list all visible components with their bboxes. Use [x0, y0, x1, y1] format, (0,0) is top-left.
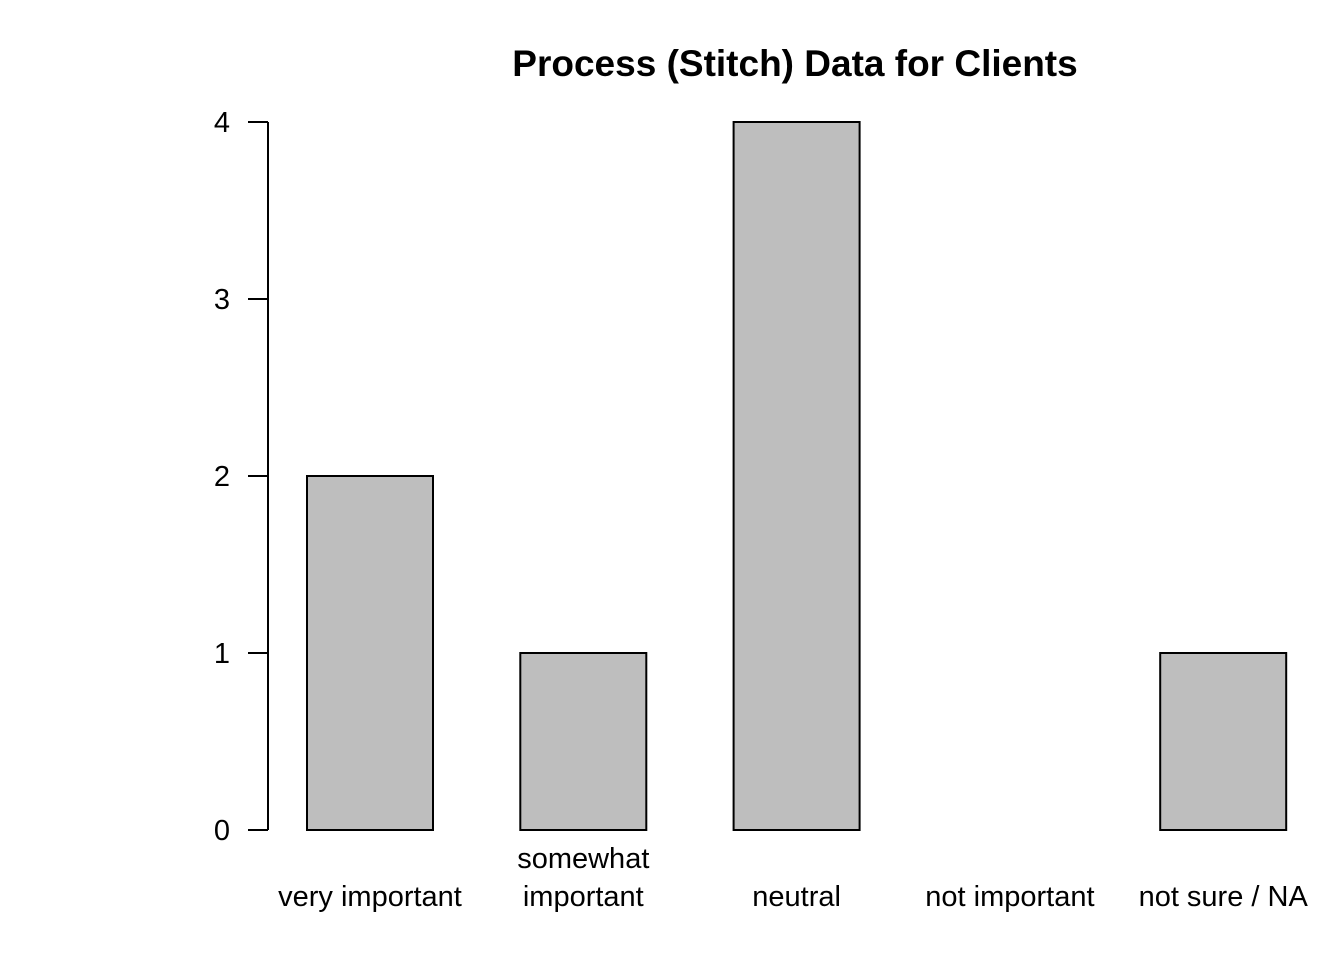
x-category-label: neutral — [752, 881, 841, 913]
category-labels: very important somewhat important neutral no… — [278, 843, 1308, 913]
bar — [519, 652, 648, 831]
y-tick-label: 1 — [214, 638, 230, 670]
x-category-label: somewhat — [517, 843, 649, 875]
x-category-label: very important — [278, 881, 462, 913]
y-tick-label: 0 — [214, 815, 230, 847]
x-category-label: not sure / NA — [1139, 881, 1309, 913]
x-category-label: important — [523, 881, 644, 913]
y-axis: 0 1 2 3 4 — [214, 107, 269, 847]
y-tick-label: 4 — [214, 107, 230, 139]
bars-group — [306, 121, 1288, 831]
y-tick-label: 3 — [214, 284, 230, 316]
bar — [732, 121, 861, 831]
chart-title: Process (Stitch) Data for Clients — [512, 43, 1077, 84]
bar — [1159, 652, 1288, 831]
bar — [306, 475, 434, 831]
x-category-label: not important — [925, 881, 1094, 913]
y-tick-label: 2 — [214, 461, 230, 493]
